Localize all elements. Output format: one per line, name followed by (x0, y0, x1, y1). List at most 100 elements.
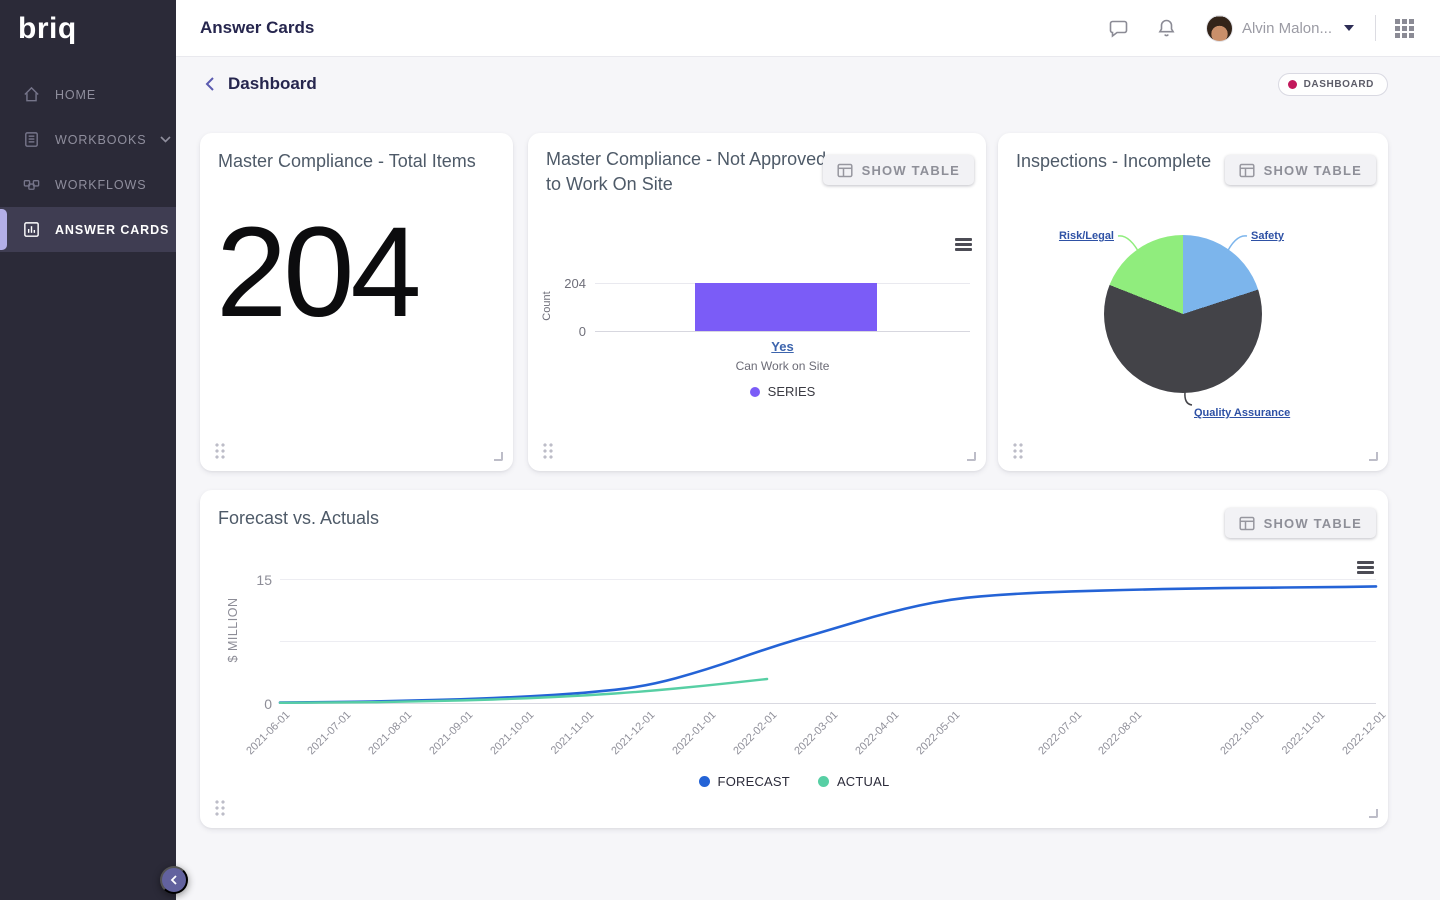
total-items-value: 204 (216, 201, 422, 344)
bar-y-tick: 204 (564, 276, 586, 291)
collapse-sidebar-button[interactable] (160, 866, 188, 894)
x-tick-label: 2021-06-01 (244, 709, 293, 758)
legend-dot (749, 386, 760, 397)
bar[interactable] (695, 283, 877, 331)
chat-button[interactable] (1108, 19, 1129, 38)
line-chart[interactable] (270, 559, 1386, 709)
apps-grid-icon (1395, 18, 1414, 38)
bar-category-label: Yes (595, 339, 970, 354)
sidebar-item-answer-cards[interactable]: ANSWER CARDS (0, 207, 176, 252)
resize-handle-icon[interactable] (1369, 452, 1378, 461)
drag-handle[interactable] (1012, 442, 1024, 459)
x-tick-label: 2021-07-01 (305, 709, 354, 758)
x-tick-label: 2021-12-01 (609, 709, 658, 758)
sidebar-item-label: WORKBOOKS (55, 132, 147, 147)
x-axis-line (280, 703, 1376, 704)
chart-context-menu-icon[interactable] (1357, 561, 1374, 574)
x-tick-label: 2021-08-01 (365, 709, 415, 758)
x-tick-label: 2022-04-01 (853, 709, 902, 758)
sidebar-item-workbooks[interactable]: WORKBOOKS (0, 117, 176, 162)
legend-item-actual[interactable]: ACTUAL (817, 774, 890, 789)
back-button[interactable] (204, 76, 215, 92)
chart-context-menu-icon[interactable] (955, 238, 972, 251)
chevron-down-icon[interactable] (160, 136, 172, 143)
forecast-line (278, 585, 1378, 704)
page-header: Dashboard DASHBOARD (176, 57, 1440, 111)
resize-handle-icon[interactable] (967, 452, 976, 461)
table-icon (1239, 516, 1255, 530)
app-logo: briq (18, 12, 77, 45)
bar-y-axis-title: Count (541, 291, 553, 321)
card-title: Master Compliance - Not Approved to Work… (546, 149, 827, 194)
x-tick-label: 2021-09-01 (426, 709, 476, 758)
x-tick-label: 2022-02-01 (731, 709, 780, 758)
back-chevron-icon (205, 77, 214, 91)
dashboard-chip[interactable]: DASHBOARD (1277, 72, 1388, 96)
card-total-items: Master Compliance - Total Items 204 (200, 133, 513, 471)
x-tick-label: 2022-08-01 (1096, 709, 1145, 758)
pie-label-risk-legal[interactable]: Risk/Legal (1058, 230, 1114, 242)
pie-label-quality-assurance[interactable]: Quality Assurance (1194, 407, 1291, 419)
chat-icon (1109, 20, 1128, 38)
x-tick-label: 2022-01-01 (670, 709, 719, 758)
show-table-button[interactable]: SHOW TABLE (1224, 508, 1376, 538)
drag-handle[interactable] (214, 799, 226, 816)
x-tick-label: 2022-12-01 (1340, 709, 1389, 758)
card-forecast-vs-actuals: Forecast vs. Actuals SHOW TABLE $ MILLIO… (200, 490, 1388, 828)
pie-label-safety[interactable]: Safety (1251, 230, 1285, 242)
line-y-tick: 0 (264, 696, 272, 712)
legend-label: ACTUAL (836, 774, 890, 789)
caret-down-icon[interactable] (1344, 25, 1354, 31)
workflows-icon (23, 180, 40, 190)
legend-item-forecast[interactable]: FORECAST (698, 774, 790, 789)
answer-cards-icon (24, 222, 39, 237)
avatar[interactable] (1205, 14, 1233, 42)
drag-handle[interactable] (542, 442, 554, 459)
sidebar: briq HOME WORKBOOKS WORKFLOWS ANSWER CAR… (0, 0, 188, 900)
apps-grid-button[interactable] (1395, 18, 1414, 38)
user-name[interactable]: Alvin Malon... (1241, 19, 1332, 37)
topbar-actions: Alvin Malon... (1108, 14, 1414, 42)
legend-dot (698, 776, 710, 787)
topbar: Answer Cards Alvin Malon... (176, 0, 1440, 57)
sidebar-item-label: HOME (55, 87, 97, 102)
workbooks-icon (25, 132, 38, 147)
sidebar-item-label: WORKFLOWS (55, 177, 147, 192)
bar-x-axis-title: Can Work on Site (735, 359, 830, 373)
chevron-left-icon (170, 875, 177, 885)
card-title: Inspections - Incomplete (1016, 151, 1212, 171)
resize-handle-icon[interactable] (494, 452, 503, 461)
x-tick-label: 2022-11-01 (1279, 709, 1328, 757)
legend-dot (817, 776, 829, 787)
show-table-label: SHOW TABLE (861, 162, 960, 178)
line-y-axis-title: $ MILLION (226, 597, 240, 663)
x-tick-label: 2021-10-01 (487, 709, 537, 758)
sidebar-item-workflows[interactable]: WORKFLOWS (0, 162, 176, 207)
page-section-title: Answer Cards (200, 18, 315, 37)
pie-chart[interactable] (1104, 235, 1262, 393)
legend-label: FORECAST (717, 774, 790, 789)
status-dot (1287, 79, 1297, 89)
x-tick-label: 2022-05-01 (913, 709, 963, 758)
dashboard-chip-label: DASHBOARD (1303, 78, 1374, 90)
category-link[interactable]: Yes (771, 339, 794, 354)
notifications-button[interactable] (1157, 18, 1176, 39)
card-inspections: Inspections - Incomplete SHOW TABLE Risk… (998, 133, 1388, 471)
bar-legend-item[interactable]: SERIES (595, 384, 970, 399)
x-tick-label: 2022-03-01 (792, 709, 841, 758)
active-item-indicator (0, 209, 7, 250)
page-title: Dashboard (228, 74, 317, 93)
home-icon (24, 86, 39, 102)
show-table-label: SHOW TABLE (1263, 515, 1362, 531)
line-legend: FORECAST ACTUAL (200, 774, 1388, 789)
sidebar-nav: HOME WORKBOOKS WORKFLOWS ANSWER CARDS (0, 72, 176, 252)
x-tick-label: 2021-11-01 (549, 709, 597, 757)
show-table-button[interactable]: SHOW TABLE (822, 155, 974, 185)
show-table-button[interactable]: SHOW TABLE (1224, 155, 1376, 185)
resize-handle-icon[interactable] (1369, 809, 1378, 818)
card-title: Master Compliance - Total Items (218, 151, 476, 171)
drag-handle[interactable] (214, 442, 226, 459)
sidebar-item-home[interactable]: HOME (0, 72, 176, 117)
legend-label: SERIES (767, 384, 816, 399)
actual-line (278, 677, 769, 704)
